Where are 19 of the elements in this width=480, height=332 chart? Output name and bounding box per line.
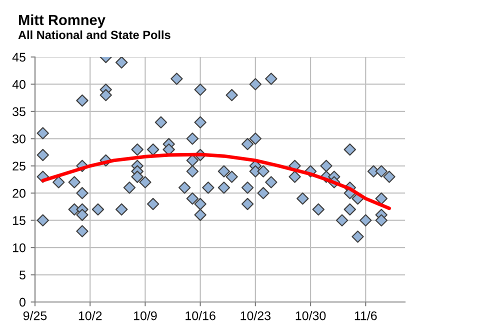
x-tick-label: 10/2	[78, 311, 102, 320]
y-tick-label: 5	[20, 270, 26, 280]
y-tick-label: 45	[12, 52, 26, 62]
y-tick-label: 10	[13, 243, 26, 252]
y-tick-label: 40	[12, 80, 26, 89]
x-tick-label: 9/25	[23, 311, 47, 320]
y-tick-label: 35	[12, 107, 26, 116]
y-tick-label: 20	[12, 188, 26, 198]
x-tick-label: 10/16	[186, 311, 216, 320]
y-tick-label: 25	[12, 162, 26, 171]
chart-title: Mitt Romney	[18, 14, 106, 28]
x-tick-label: 10/9	[134, 311, 157, 320]
x-tick-label: 10/23	[240, 311, 271, 320]
x-tick-label: 10/30	[296, 311, 326, 320]
x-tick-label: 11/6	[354, 311, 377, 320]
y-tick-label: 15	[13, 216, 26, 225]
y-tick-label: 0	[20, 298, 26, 307]
chart-subtitle: All National and State Polls	[18, 30, 170, 40]
y-tick-label: 30	[12, 134, 26, 144]
